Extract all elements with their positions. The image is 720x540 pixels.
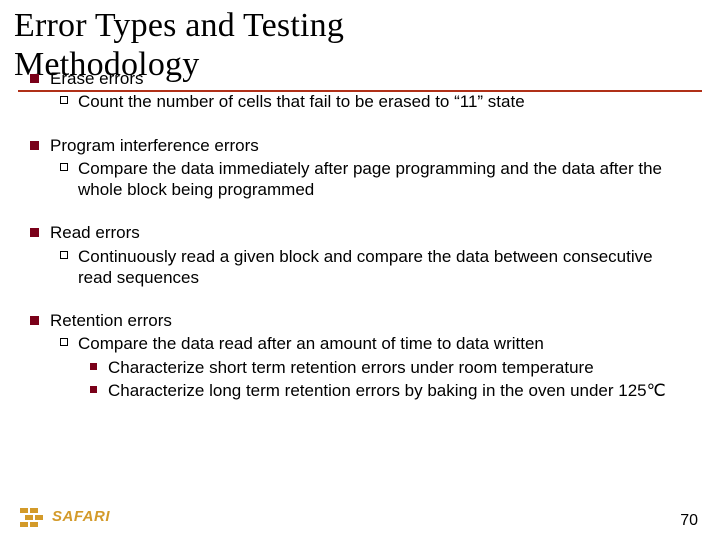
square-bullet-icon (90, 363, 97, 370)
square-bullet-icon (30, 228, 39, 237)
subsubbullet-short-term: Characterize short term retention errors… (90, 357, 690, 378)
open-square-bullet-icon (60, 96, 68, 104)
square-bullet-icon (30, 74, 39, 83)
square-bullet-icon (90, 386, 97, 393)
bullet-erase-errors: Erase errors (30, 68, 690, 89)
title-line-1: Error Types and Testing (14, 7, 344, 44)
bullet-text: Compare the data read after an amount of… (78, 334, 544, 353)
logo-brick-icon (20, 522, 28, 527)
subbullet-read-compare: Continuously read a given block and comp… (60, 246, 690, 289)
bullet-text: Characterize short term retention errors… (108, 358, 594, 377)
bullet-program-interference: Program interference errors (30, 135, 690, 156)
logo-brick-icon (30, 508, 38, 513)
bullet-text: Retention errors (50, 311, 172, 330)
safari-logo: SAFARI (20, 506, 112, 528)
bullet-retention-errors: Retention errors (30, 310, 690, 331)
subsubbullet-long-term: Characterize long term retention errors … (90, 380, 690, 401)
logo-brick-icon (25, 515, 33, 520)
open-square-bullet-icon (60, 338, 68, 346)
bullet-text: Compare the data immediately after page … (78, 159, 662, 199)
bullet-text: Continuously read a given block and comp… (78, 247, 653, 287)
subbullet-retention-compare: Compare the data read after an amount of… (60, 333, 690, 354)
subbullet-program-compare: Compare the data immediately after page … (60, 158, 690, 201)
bullet-text: Program interference errors (50, 136, 259, 155)
logo-brick-icon (35, 515, 43, 520)
subbullet-erase-count: Count the number of cells that fail to b… (60, 91, 690, 112)
bullet-text: Characterize long term retention errors … (108, 381, 666, 400)
square-bullet-icon (30, 141, 39, 150)
logo-brick-icon (20, 508, 28, 513)
open-square-bullet-icon (60, 163, 68, 171)
logo-wordmark: SAFARI (52, 508, 110, 525)
bullet-text: Erase errors (50, 69, 144, 88)
bullet-read-errors: Read errors (30, 222, 690, 243)
logo-brick-icon (30, 522, 38, 527)
bullet-text: Read errors (50, 223, 140, 242)
slide-body: Erase errors Count the number of cells t… (30, 68, 690, 403)
bullet-text: Count the number of cells that fail to b… (78, 92, 525, 111)
square-bullet-icon (30, 316, 39, 325)
open-square-bullet-icon (60, 251, 68, 259)
page-number: 70 (680, 512, 698, 530)
slide: Error Types and Testing Methodology Eras… (0, 0, 720, 540)
